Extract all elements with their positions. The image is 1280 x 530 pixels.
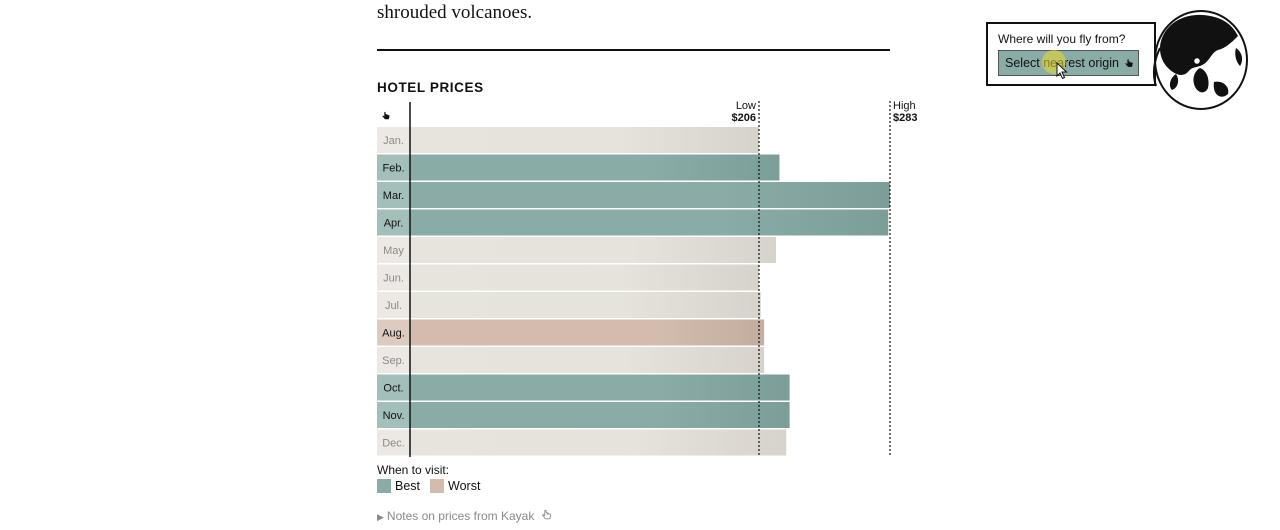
month-label: Nov. bbox=[383, 410, 405, 422]
month-label-bg bbox=[377, 292, 410, 318]
bar-jul bbox=[410, 292, 761, 318]
low-value: $206 bbox=[732, 112, 756, 124]
bar-mar bbox=[410, 182, 890, 208]
legend-title: When to visit: bbox=[377, 463, 450, 477]
month-label-bg bbox=[377, 127, 410, 153]
month-label: Sep. bbox=[382, 355, 405, 367]
hand-pointer-icon bbox=[541, 509, 551, 520]
high-value: $283 bbox=[893, 112, 917, 124]
month-label-bg bbox=[377, 429, 410, 456]
small-pointer-icon bbox=[382, 111, 390, 120]
notes-label: Notes on prices from Kayak bbox=[386, 509, 535, 523]
mouse-cursor-icon bbox=[1056, 62, 1068, 80]
select-origin-button[interactable]: Select nearest origin bbox=[998, 50, 1139, 76]
bar-oct bbox=[410, 374, 790, 401]
month-label-bg bbox=[377, 319, 410, 346]
bar-nov bbox=[410, 402, 790, 428]
bar-may bbox=[410, 237, 777, 263]
legend-label-worst: Worst bbox=[448, 479, 481, 493]
legend-swatch-best bbox=[377, 479, 391, 493]
intro-text: shrouded volcanoes. bbox=[377, 2, 533, 23]
month-label-bg bbox=[377, 347, 410, 373]
legend-item-best: Best bbox=[377, 479, 420, 493]
origin-widget: Where will you fly from? Select nearest … bbox=[986, 22, 1156, 86]
notes-toggle[interactable]: ▶ Notes on prices from Kayak bbox=[377, 509, 551, 523]
globe-icon[interactable] bbox=[1152, 8, 1250, 112]
bar-jan bbox=[410, 127, 759, 153]
month-label-bg bbox=[377, 402, 410, 428]
origin-question: Where will you fly from? bbox=[998, 32, 1126, 46]
month-label: Dec. bbox=[382, 438, 405, 450]
bar-feb bbox=[410, 154, 780, 181]
month-label: Aug. bbox=[382, 328, 405, 340]
section-divider bbox=[377, 49, 890, 51]
high-label: High bbox=[893, 100, 916, 112]
legend-label-best: Best bbox=[395, 479, 421, 493]
month-label-bg bbox=[377, 237, 410, 263]
month-label: Jun. bbox=[383, 273, 404, 285]
legend: Best Worst bbox=[377, 479, 490, 493]
triangle-right-icon: ▶ bbox=[377, 512, 384, 522]
chart-title: HOTEL PRICES bbox=[377, 80, 484, 95]
month-label: Feb. bbox=[382, 163, 404, 175]
bar-apr bbox=[410, 209, 889, 236]
bar-sep bbox=[410, 347, 765, 373]
bar-dec bbox=[410, 429, 787, 456]
month-label-bg bbox=[377, 374, 410, 401]
month-label: Oct. bbox=[383, 383, 403, 395]
month-label-bg bbox=[377, 154, 410, 181]
legend-swatch-worst bbox=[430, 479, 445, 493]
month-label: Apr. bbox=[384, 218, 404, 230]
hotel-price-chart: Jan. Feb. Mar. Apr. May Jun. Jul. Aug. Sep. Oct. N… bbox=[377, 100, 917, 457]
legend-item-worst: Worst bbox=[430, 479, 480, 493]
month-label: Jan. bbox=[383, 135, 404, 147]
bar-aug bbox=[410, 319, 765, 346]
month-label: Jul. bbox=[385, 300, 402, 312]
month-label-bg bbox=[377, 264, 410, 291]
month-label-bg bbox=[377, 209, 410, 236]
low-label: Low bbox=[736, 100, 756, 112]
month-label-bg bbox=[377, 182, 410, 208]
hand-pointer-icon bbox=[1125, 58, 1133, 67]
month-label: Mar. bbox=[383, 190, 404, 202]
bar-jun bbox=[410, 264, 759, 291]
month-label: May bbox=[383, 245, 404, 257]
